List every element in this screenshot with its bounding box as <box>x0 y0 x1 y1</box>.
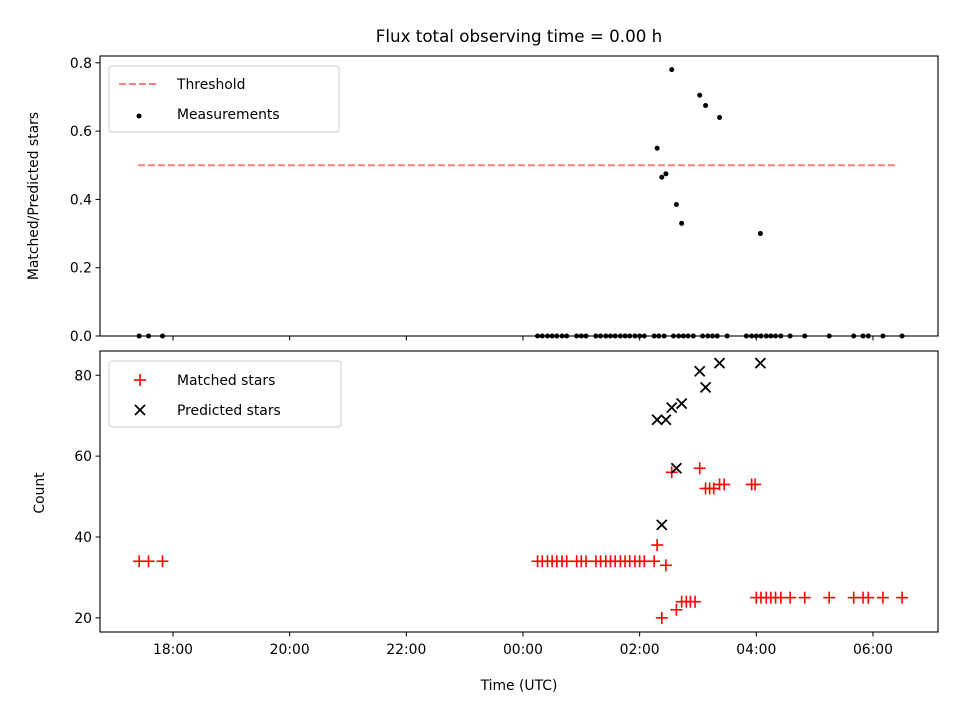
matched-star-point <box>651 539 664 552</box>
bottom-x-tick-label: 18:00 <box>153 642 193 658</box>
bottom-y-tick-label: 40 <box>74 530 92 546</box>
predicted-star-point <box>670 462 683 474</box>
x-axis-label: Time (UTC) <box>480 678 558 694</box>
bottom-y-tick-label: 80 <box>74 368 92 384</box>
measurement-point <box>669 67 675 73</box>
bottom-marks <box>133 357 909 624</box>
predicted-star-point <box>694 365 706 377</box>
matched-star-point <box>655 611 668 624</box>
chart-title: Flux total observing time = 0.00 h <box>376 26 662 46</box>
top-plot-frame <box>99 55 939 337</box>
predicted-star-point <box>660 414 672 426</box>
measurement-point <box>663 171 669 177</box>
matched-star-point <box>648 555 661 568</box>
measurement-point <box>697 92 703 98</box>
top-y-axis: 0.0 0.2 0.4 0.6 0.8 <box>70 56 100 345</box>
matched-star-point <box>156 555 169 568</box>
matched-star-point <box>798 591 811 604</box>
bottom-x-tick-label: 22:00 <box>386 642 426 658</box>
measurement-point <box>703 103 709 109</box>
matched-star-point <box>784 591 797 604</box>
top-x-axis <box>172 336 874 341</box>
top-y-tick-label: 0.4 <box>70 192 92 208</box>
matched-star-point <box>670 603 683 616</box>
matched-star-point <box>896 591 909 604</box>
measurements-legend-swatch <box>136 113 142 119</box>
matched-star-point <box>659 559 672 572</box>
bottom-y-axis: 20 40 60 80 <box>74 368 100 627</box>
matched-star-point <box>749 478 762 491</box>
predicted-star-point <box>713 357 726 369</box>
bottom-legend-frame <box>108 360 342 428</box>
bottom-x-tick-label: 20:00 <box>270 642 310 658</box>
predicted-legend-swatch <box>134 404 146 416</box>
measurement-point <box>717 114 723 120</box>
top-panel: 0.00.20.40.60.8 Matched/Predicted stars … <box>26 55 939 345</box>
bottom-x-tick-label: 00:00 <box>503 642 543 658</box>
top-legend: Threshold Measurements <box>108 65 340 133</box>
top-y-tick-label: 0.6 <box>70 124 92 140</box>
top-y-tick-label: 0.8 <box>70 56 92 72</box>
bottom-x-axis: 18:00 20:00 22:00 00:00 02:00 04:00 06:00 <box>153 632 893 658</box>
matched-star-point <box>142 555 155 568</box>
threshold-legend-label: Threshold <box>176 77 245 93</box>
top-y-tick-label: 0.0 <box>70 329 92 345</box>
predicted-star-point <box>666 401 678 414</box>
bottom-y-tick-label: 20 <box>74 611 92 627</box>
bottom-panel: 20 40 60 80 18:00 20:00 22:00 00:00 02:00 04:00 0… <box>32 350 939 694</box>
bottom-y-axis-label: Count <box>32 472 48 514</box>
matched-star-point <box>718 478 731 491</box>
matched-legend-label: Matched stars <box>177 373 275 389</box>
top-y-tick-label: 0.2 <box>70 261 92 277</box>
predicted-star-point <box>699 381 712 394</box>
predicted-star-point <box>676 397 688 410</box>
bottom-plot-frame <box>99 350 939 633</box>
matched-star-point <box>862 591 875 604</box>
matched-star-point <box>823 591 836 604</box>
bottom-x-tick-label: 06:00 <box>853 642 893 658</box>
bottom-x-tick-label: 02:00 <box>620 642 660 658</box>
bottom-y-tick-label: 60 <box>74 449 92 465</box>
measurement-point <box>673 202 679 208</box>
bottom-x-tick-label: 04:00 <box>736 642 776 658</box>
matched-star-point <box>693 462 706 475</box>
predicted-star-point <box>656 519 668 531</box>
matched-star-point <box>876 591 889 604</box>
measurement-point <box>679 220 685 226</box>
measurements-legend-label: Measurements <box>177 107 280 123</box>
predicted-star-point <box>651 414 663 426</box>
matched-legend-swatch <box>134 374 146 386</box>
bottom-legend: Matched stars Predicted stars <box>108 360 342 428</box>
measurement-point <box>659 174 665 180</box>
predicted-star-point <box>754 357 767 369</box>
measurement-point <box>654 145 660 151</box>
matched-star-point <box>689 595 702 608</box>
predicted-legend-label: Predicted stars <box>177 403 281 419</box>
top-y-axis-label: Matched/Predicted stars <box>26 112 42 280</box>
measurement-point <box>757 231 763 237</box>
top-legend-frame <box>108 65 340 133</box>
